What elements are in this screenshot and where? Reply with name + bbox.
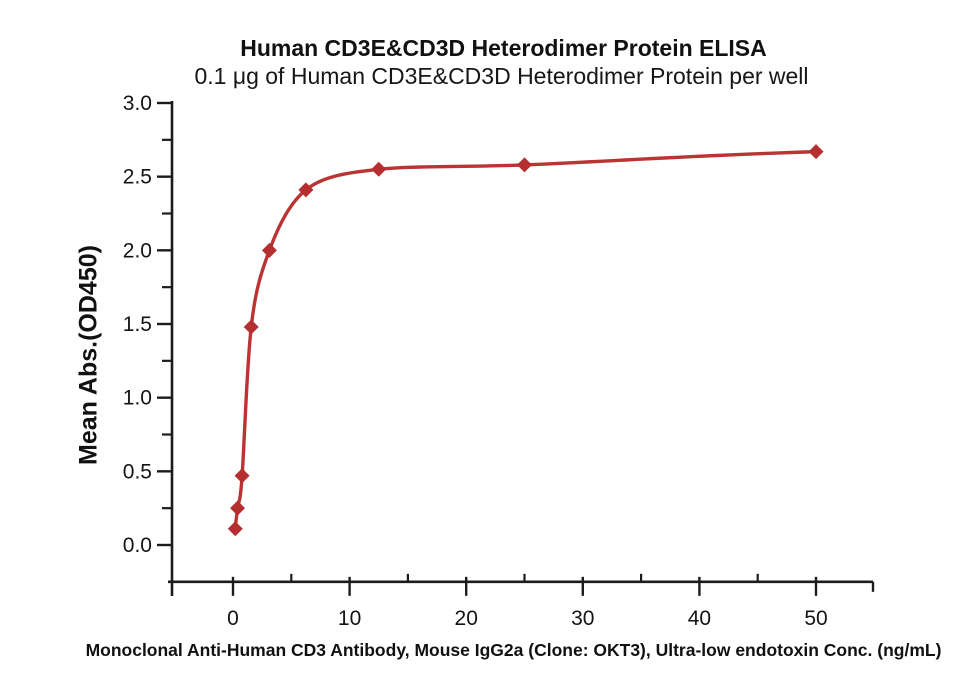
data-point-marker	[517, 157, 532, 173]
x-tick-label: 50	[804, 607, 827, 630]
data-point-marker	[234, 468, 250, 484]
data-point-marker	[230, 500, 246, 516]
x-tick-label: 0	[227, 607, 239, 630]
y-tick-label: 2.0	[123, 239, 152, 262]
chart-subtitle: 0.1 μg of Human CD3E&CD3D Heterodimer Pr…	[194, 63, 809, 89]
y-tick-label: 1.0	[123, 387, 152, 410]
x-tick-label: 30	[571, 607, 594, 630]
y-tick-label: 1.5	[123, 313, 152, 336]
data-point-marker	[227, 521, 243, 537]
axes	[157, 101, 875, 596]
tick-labels: 0 10 20 30 40 50 0.0 0.5 1.0 1.5 2.0 2.5 3.0	[123, 92, 828, 630]
data-points	[227, 144, 824, 537]
x-tick-label: 40	[688, 607, 711, 630]
y-tick-label: 0.5	[123, 460, 152, 483]
data-point-marker	[261, 242, 277, 258]
chart-title: Human CD3E&CD3D Heterodimer Protein ELIS…	[240, 35, 767, 61]
x-axis-label: Monoclonal Anti-Human CD3 Antibody, Mous…	[85, 640, 942, 660]
data-point-marker	[298, 182, 314, 198]
y-tick-label: 3.0	[123, 92, 152, 115]
x-tick-label: 20	[455, 607, 478, 630]
data-point-marker	[371, 161, 387, 177]
fit-curve	[233, 149, 818, 531]
y-tick-label: 2.5	[123, 166, 152, 189]
x-tick-label: 10	[338, 607, 361, 630]
y-tick-label: 0.0	[123, 534, 152, 557]
data-point-marker	[808, 144, 824, 160]
data-point-marker	[243, 319, 259, 335]
